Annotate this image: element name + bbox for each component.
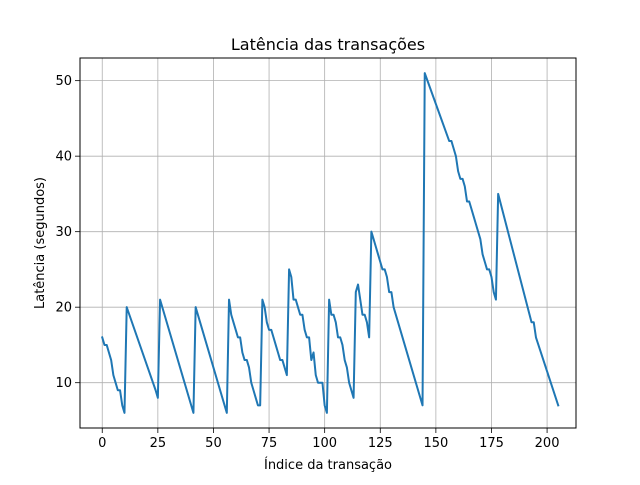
- y-tick-label: 20: [55, 301, 72, 316]
- series-layer: [100, 72, 560, 414]
- x-tick-label: 175: [479, 436, 504, 451]
- x-tick-label: 100: [312, 436, 337, 451]
- x-tick-label: 200: [535, 436, 560, 451]
- x-tick-label: 50: [205, 436, 222, 451]
- plot-frame: [79, 57, 577, 429]
- ticks: 0 25 50 75 100 125 150 175 200 10 20 30 40 50: [55, 74, 559, 451]
- y-tick-label: 30: [55, 225, 72, 240]
- y-tick-label: 50: [55, 74, 72, 89]
- x-axis-label: Índice da transação: [264, 457, 392, 473]
- x-tick-label: 75: [261, 436, 278, 451]
- y-tick-label: 40: [55, 150, 72, 165]
- x-tick-label: 0: [98, 436, 106, 451]
- x-tick-label: 150: [423, 436, 448, 451]
- latency-series-line: [100, 72, 560, 414]
- x-tick-label: 125: [368, 436, 393, 451]
- y-tick-label: 10: [55, 376, 72, 391]
- y-axis-label: Latência (segundos): [33, 177, 48, 309]
- chart-title: Latência das transações: [231, 35, 425, 54]
- x-tick-label: 25: [150, 436, 167, 451]
